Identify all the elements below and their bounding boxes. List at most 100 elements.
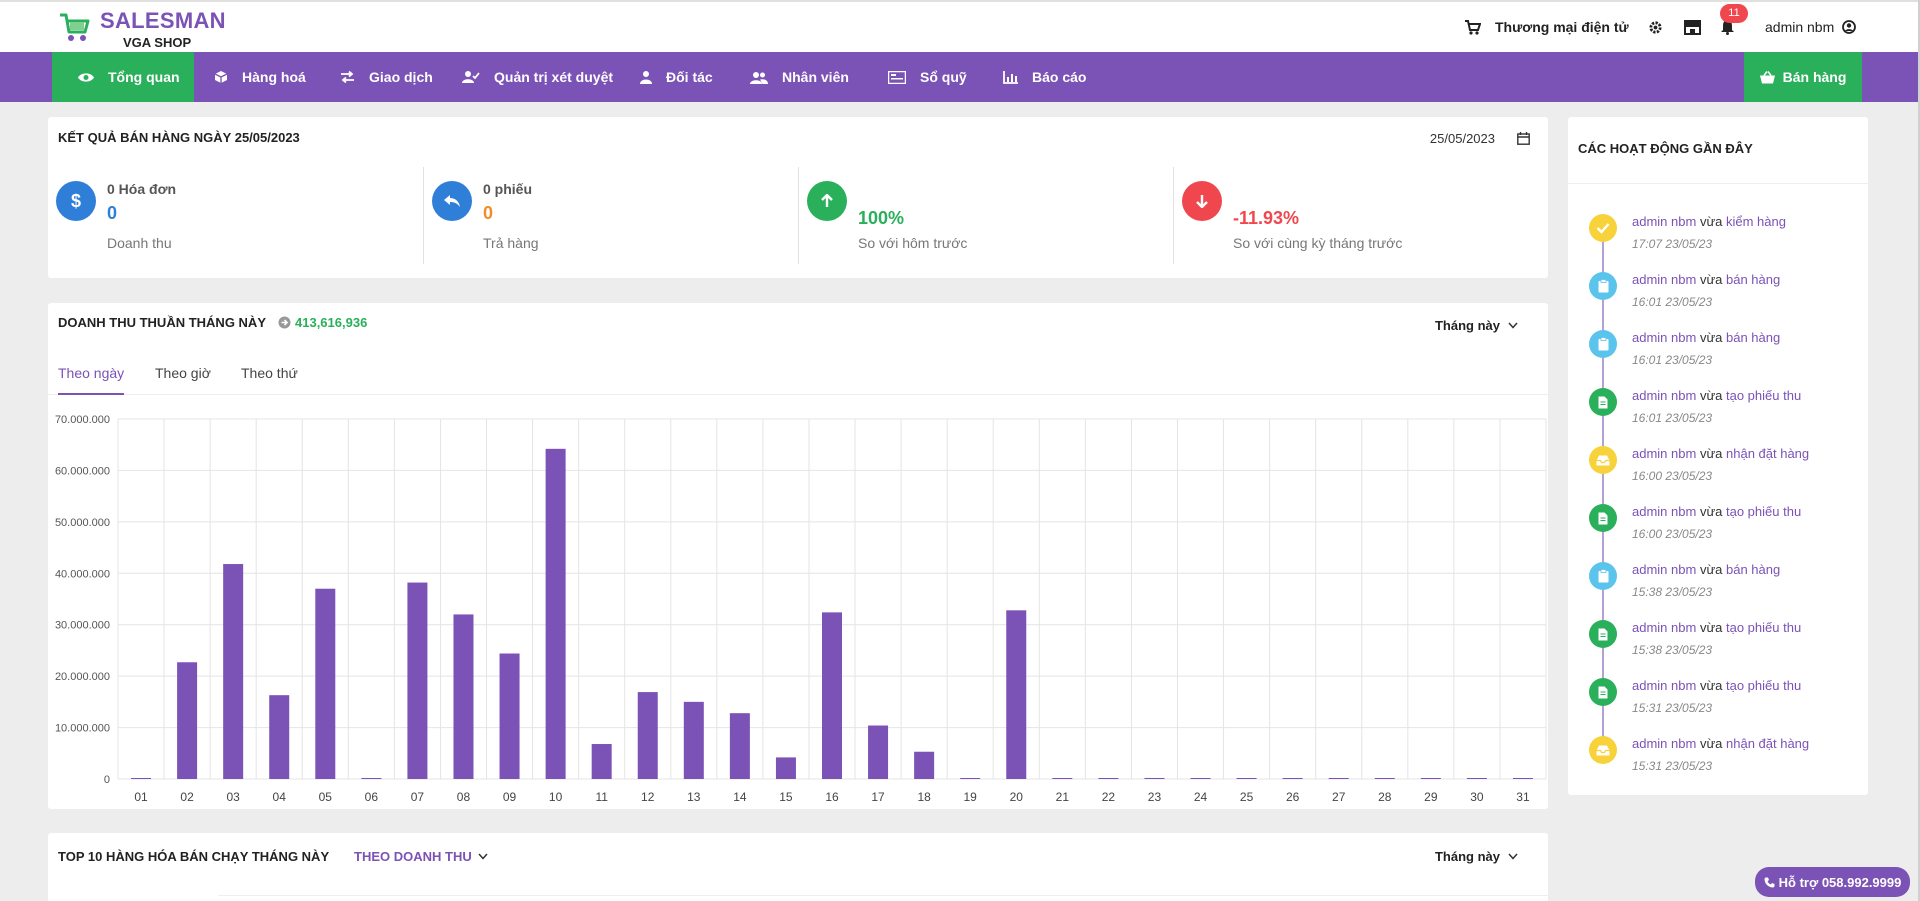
x-tick-label: 04 xyxy=(273,790,287,804)
bar-day-29[interactable] xyxy=(1420,778,1441,779)
bar-day-04[interactable] xyxy=(269,695,290,779)
bar-day-15[interactable] xyxy=(775,757,796,779)
bar-day-08[interactable] xyxy=(453,614,474,779)
activity-item[interactable]: admin nbm vừa tạo phiếu thu 15:38 23/05/2… xyxy=(1568,620,1868,678)
nav-item-partners[interactable]: Đối tác xyxy=(640,52,713,102)
bar-day-16[interactable] xyxy=(822,612,842,779)
activity-action[interactable]: nhận đặt hàng xyxy=(1726,736,1810,751)
period-dropdown[interactable]: Tháng này xyxy=(1435,318,1518,333)
bar-day-25[interactable] xyxy=(1236,778,1257,779)
nav-item-cashbook[interactable]: Sổ quỹ xyxy=(888,52,967,102)
tab-by-weekday[interactable]: Theo thứ xyxy=(241,365,298,381)
bar-day-27[interactable] xyxy=(1328,778,1349,779)
bar-day-14[interactable] xyxy=(729,713,750,779)
activity-user[interactable]: admin nbm xyxy=(1632,330,1697,345)
activity-user[interactable]: admin nbm xyxy=(1632,388,1697,403)
bar-day-06[interactable] xyxy=(361,778,382,779)
nav-item-transactions[interactable]: Giao dịch xyxy=(340,52,433,102)
bar-day-02[interactable] xyxy=(177,662,198,779)
support-button[interactable]: Hỗ trợ 058.992.9999 xyxy=(1755,867,1910,897)
activity-user[interactable]: admin nbm xyxy=(1632,214,1697,229)
bar-day-22[interactable] xyxy=(1098,778,1119,779)
nav-label: Sổ quỹ xyxy=(920,69,967,85)
activity-item[interactable]: admin nbm vừa bán hàng 16:01 23/05/23 xyxy=(1568,330,1868,388)
settings-button[interactable] xyxy=(1648,2,1663,52)
brand-logo[interactable]: SALESMAN VGA SHOP xyxy=(58,6,258,52)
activity-user[interactable]: admin nbm xyxy=(1632,678,1697,693)
nav-item-approval[interactable]: Quản trị xét duyệt xyxy=(462,52,613,102)
bar-day-17[interactable] xyxy=(868,725,889,779)
notification-button[interactable] xyxy=(1720,2,1735,52)
activity-item[interactable]: admin nbm vừa tạo phiếu thu 16:01 23/05/2… xyxy=(1568,388,1868,446)
nav-item-products[interactable]: Hàng hoá xyxy=(214,52,306,102)
activity-item[interactable]: admin nbm vừa kiểm hàng 17:07 23/05/23 xyxy=(1568,214,1868,272)
bar-day-23[interactable] xyxy=(1144,777,1165,779)
nav-item-staff[interactable]: Nhân viên xyxy=(750,52,849,102)
nav-item-reports[interactable]: Báo cáo xyxy=(1003,52,1086,102)
activity-item[interactable]: admin nbm vừa nhận đặt hàng 16:00 23/05/2… xyxy=(1568,446,1868,504)
bar-day-26[interactable] xyxy=(1282,778,1303,779)
activity-item[interactable]: admin nbm vừa bán hàng 15:38 23/05/23 xyxy=(1568,562,1868,620)
activity-action[interactable]: bán hàng xyxy=(1726,330,1781,345)
activity-action[interactable]: tạo phiếu thu xyxy=(1726,388,1802,403)
sell-button[interactable]: Bán hàng xyxy=(1744,52,1862,102)
activity-user[interactable]: admin nbm xyxy=(1632,446,1697,461)
y-tick-label: 10.000.000 xyxy=(55,723,110,735)
bar-day-24[interactable] xyxy=(1190,778,1211,779)
page-scrollbar[interactable] xyxy=(1918,0,1920,901)
activity-user[interactable]: admin nbm xyxy=(1632,272,1697,287)
activity-action[interactable]: kiểm hàng xyxy=(1726,214,1786,229)
top10-period-dropdown[interactable]: Tháng này xyxy=(1435,849,1518,864)
activity-action[interactable]: nhận đặt hàng xyxy=(1726,446,1810,461)
date-picker[interactable]: 25/05/2023 xyxy=(1430,131,1530,146)
bar-day-28[interactable] xyxy=(1374,778,1395,779)
nav-item-overview[interactable]: Tổng quan xyxy=(52,52,194,102)
y-tick-label: 70.000.000 xyxy=(55,414,110,426)
bar-day-05[interactable] xyxy=(315,588,336,779)
activity-verb: vừa xyxy=(1699,504,1723,519)
top10-sort-dropdown[interactable]: THEO DOANH THU xyxy=(354,849,488,864)
activity-action[interactable]: tạo phiếu thu xyxy=(1726,504,1802,519)
activity-user[interactable]: admin nbm xyxy=(1632,620,1697,635)
chevron-down-icon xyxy=(1508,853,1518,860)
activity-item[interactable]: admin nbm vừa tạo phiếu thu 16:00 23/05/2… xyxy=(1568,504,1868,562)
x-tick-label: 17 xyxy=(871,790,885,804)
stat-label: 0 phiếu xyxy=(483,181,533,197)
period-value: Tháng này xyxy=(1434,318,1500,333)
bar-day-19[interactable] xyxy=(960,778,981,779)
activity-action[interactable]: tạo phiếu thu xyxy=(1726,620,1802,635)
tab-by-hour[interactable]: Theo giờ xyxy=(155,365,211,381)
bar-day-20[interactable] xyxy=(1006,610,1027,779)
store-button[interactable] xyxy=(1683,2,1702,52)
bar-day-01[interactable] xyxy=(131,778,152,779)
bar-day-07[interactable] xyxy=(407,582,428,779)
tab-by-day[interactable]: Theo ngày xyxy=(58,365,125,395)
bar-day-18[interactable] xyxy=(914,751,935,779)
activity-item[interactable]: admin nbm vừa tạo phiếu thu 15:31 23/05/2… xyxy=(1568,678,1868,736)
activity-user[interactable]: admin nbm xyxy=(1632,562,1697,577)
clipboard-icon xyxy=(1589,562,1617,590)
activity-user[interactable]: admin nbm xyxy=(1632,736,1697,751)
activity-verb: vừa xyxy=(1699,272,1723,287)
user-menu[interactable]: admin nbm xyxy=(1765,2,1857,52)
bar-day-10[interactable] xyxy=(545,448,566,779)
bar-day-11[interactable] xyxy=(591,744,612,779)
bar-day-13[interactable] xyxy=(683,701,704,779)
bar-day-09[interactable] xyxy=(499,653,520,779)
activity-text: admin nbm vừa kiểm hàng xyxy=(1632,214,1786,229)
bar-day-03[interactable] xyxy=(223,564,244,779)
activity-user[interactable]: admin nbm xyxy=(1632,504,1697,519)
x-tick-label: 24 xyxy=(1194,790,1208,804)
activity-action[interactable]: tạo phiếu thu xyxy=(1726,678,1802,693)
activity-action[interactable]: bán hàng xyxy=(1726,272,1781,287)
bar-day-31[interactable] xyxy=(1512,778,1533,779)
y-tick-label: 50.000.000 xyxy=(55,517,110,529)
x-tick-label: 25 xyxy=(1240,790,1254,804)
activity-item[interactable]: admin nbm vừa bán hàng 16:01 23/05/23 xyxy=(1568,272,1868,330)
activity-item[interactable]: admin nbm vừa nhận đặt hàng 15:31 23/05/2… xyxy=(1568,736,1868,794)
activity-action[interactable]: bán hàng xyxy=(1726,562,1781,577)
bar-day-12[interactable] xyxy=(637,692,658,779)
ecommerce-link[interactable]: Thương mại điện tử xyxy=(1465,2,1629,52)
bar-day-21[interactable] xyxy=(1052,778,1073,779)
bar-day-30[interactable] xyxy=(1466,778,1487,779)
